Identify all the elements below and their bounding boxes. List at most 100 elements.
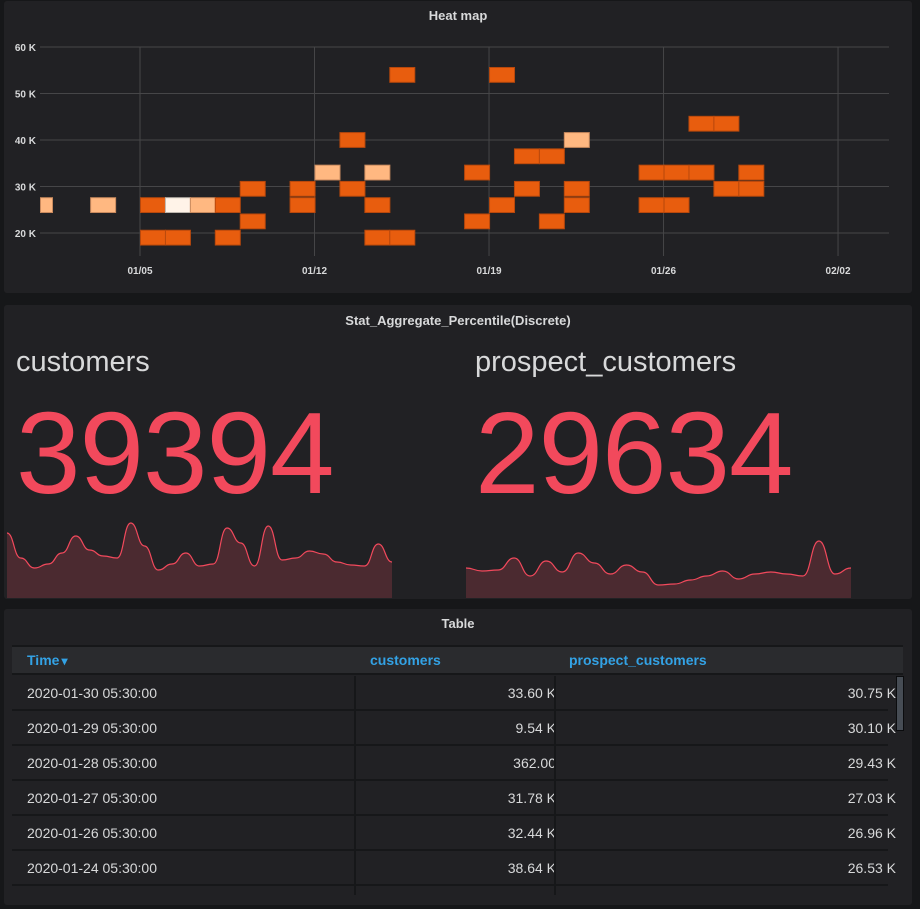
- heatmap-cell[interactable]: [688, 164, 715, 181]
- heatmap-chart: 60 K 50 K 40 K 30 K 20 K 01/05 01/12 01/19 01/2…: [15, 43, 889, 277]
- sparkline-line: [7, 522, 393, 571]
- cell-time: 2020-01-29 05:30:00: [27, 720, 157, 736]
- customers-sparkline: [7, 522, 393, 598]
- heatmap-cell[interactable]: [538, 148, 565, 165]
- heatmap-cell[interactable]: [563, 197, 590, 214]
- stat-label-customers: customers: [16, 346, 150, 378]
- stat-panel: Stat_Aggregate_Percentile(Discrete) cust…: [4, 305, 912, 599]
- cell-time: 2020-01-26 05:30:00: [27, 825, 157, 841]
- heatmap-cell[interactable]: [140, 229, 166, 246]
- heatmap-cell[interactable]: [164, 197, 191, 214]
- table-scrollbar[interactable]: [896, 676, 904, 731]
- cell-prospect-customers: 27.03 K: [847, 790, 896, 806]
- sparkline-area: [466, 541, 851, 598]
- table-title[interactable]: Table: [441, 616, 475, 631]
- heatmap-title[interactable]: Heat map: [428, 8, 488, 23]
- cell-time: 2020-01-27 05:30:00: [27, 790, 157, 806]
- cell-prospect-customers: 30.10 K: [847, 720, 896, 736]
- heatmap-x-tick: 01/26: [651, 266, 676, 277]
- heatmap-cell[interactable]: [364, 229, 391, 246]
- heatmap-x-tick: 01/19: [477, 266, 502, 277]
- column-header-time-label: Time: [27, 652, 60, 668]
- heatmap-cell[interactable]: [40, 197, 53, 214]
- heatmap-cell[interactable]: [214, 229, 241, 246]
- heatmap-cell[interactable]: [189, 197, 216, 214]
- heatmap-cell[interactable]: [489, 66, 516, 83]
- heatmap-cell[interactable]: [239, 180, 266, 197]
- cell-time: 2020-01-30 05:30:00: [27, 685, 157, 701]
- heatmap-cell[interactable]: [513, 148, 540, 165]
- heatmap-cell[interactable]: [339, 180, 366, 197]
- table-row[interactable]: 2020-01-28 05:30:00 362.00 29.43 K: [12, 746, 896, 781]
- heatmap-cell[interactable]: [489, 197, 516, 214]
- heatmap-cell[interactable]: [389, 66, 416, 83]
- heatmap-cell[interactable]: [713, 115, 740, 132]
- heatmap-cell[interactable]: [389, 229, 416, 246]
- heatmap-cell[interactable]: [364, 197, 391, 214]
- cell-customers: 9.54 K: [515, 720, 556, 736]
- heatmap-cell[interactable]: [339, 132, 366, 148]
- heatmap-cell[interactable]: [663, 197, 690, 214]
- column-divider: [554, 676, 556, 895]
- table-row[interactable]: 2020-01-26 05:30:00 32.44 K 26.96 K: [12, 816, 896, 851]
- sort-desc-icon: ▾: [61, 654, 68, 668]
- heatmap-cell[interactable]: [513, 180, 540, 197]
- heatmap-cell[interactable]: [289, 197, 316, 214]
- table-panel: Table Time ▾ customers prospect_customers…: [4, 609, 912, 905]
- heatmap-cell[interactable]: [738, 180, 765, 197]
- cell-prospect-customers: 26.53 K: [847, 860, 896, 876]
- cell-time: 2020-01-28 05:30:00: [27, 755, 157, 771]
- cell-prospect-customers: 30.75 K: [847, 685, 896, 701]
- heatmap-x-tick: 02/02: [826, 266, 851, 277]
- heatmap-cell[interactable]: [364, 164, 391, 181]
- heatmap-panel: Heat map 60 K 50 K 40 K 30 K 20 K 01/05 01/12…: [4, 1, 912, 293]
- heatmap-cell[interactable]: [464, 164, 491, 181]
- cell-customers: 38.64 K: [507, 860, 556, 876]
- heatmap-cell[interactable]: [738, 164, 765, 181]
- stat-label-prospect-customers: prospect_customers: [475, 346, 737, 378]
- sparkline-area: [7, 523, 392, 598]
- heatmap-cell[interactable]: [314, 164, 341, 181]
- table-row[interactable]: 2020-01-24 05:30:00 38.64 K 26.53 K: [12, 851, 896, 886]
- heatmap-cell[interactable]: [638, 197, 665, 214]
- cell-customers: 31.78 K: [507, 790, 556, 806]
- heatmap-cell[interactable]: [563, 132, 590, 148]
- column-divider: [354, 676, 356, 895]
- heatmap-y-tick: 60 K: [15, 43, 37, 54]
- table-header: Time ▾ customers prospect_customers: [12, 645, 903, 675]
- heatmap-cell[interactable]: [90, 197, 117, 214]
- heatmap-cell[interactable]: [214, 197, 241, 214]
- heatmap-cell[interactable]: [638, 164, 665, 181]
- heatmap-cell[interactable]: [239, 213, 266, 230]
- heatmap-cell[interactable]: [563, 180, 590, 197]
- column-header-customers[interactable]: customers: [370, 652, 441, 668]
- cell-prospect-customers: 26.96 K: [847, 825, 896, 841]
- column-header-time[interactable]: Time ▾: [27, 652, 67, 668]
- heatmap-cell[interactable]: [289, 180, 316, 197]
- prospect-customers-sparkline: [466, 540, 852, 598]
- table-row[interactable]: 2020-01-29 05:30:00 9.54 K 30.10 K: [12, 711, 896, 746]
- cell-customers: 362.00: [513, 755, 556, 771]
- heatmap-x-tick: 01/12: [302, 266, 327, 277]
- heatmap-cell[interactable]: [713, 180, 740, 197]
- sparkline-line: [466, 540, 852, 586]
- table-row[interactable]: 2020-01-30 05:30:00 33.60 K 30.75 K: [12, 676, 896, 711]
- heatmap-y-tick: 50 K: [15, 90, 37, 101]
- table-row[interactable]: 2020-01-27 05:30:00 31.78 K 27.03 K: [12, 781, 896, 816]
- heatmap-y-tick: 40 K: [15, 136, 37, 147]
- heatmap-cell[interactable]: [140, 197, 166, 214]
- heatmap-cell[interactable]: [663, 164, 690, 181]
- heatmap-cell[interactable]: [538, 213, 565, 230]
- stat-title[interactable]: Stat_Aggregate_Percentile(Discrete): [345, 313, 571, 328]
- heatmap-y-tick: 20 K: [15, 229, 37, 240]
- column-header-prospect-customers[interactable]: prospect_customers: [569, 652, 707, 668]
- heatmap-x-tick: 01/05: [127, 266, 152, 277]
- cell-customers: 32.44 K: [507, 825, 556, 841]
- stat-value-customers: 39394: [16, 388, 335, 518]
- heatmap-cell[interactable]: [164, 229, 191, 246]
- heatmap-cell[interactable]: [688, 115, 715, 132]
- cell-prospect-customers: 29.43 K: [847, 755, 896, 771]
- heatmap-cell[interactable]: [464, 213, 491, 230]
- cell-customers: 33.60 K: [507, 685, 556, 701]
- stat-value-prospect-customers: 29634: [475, 388, 794, 518]
